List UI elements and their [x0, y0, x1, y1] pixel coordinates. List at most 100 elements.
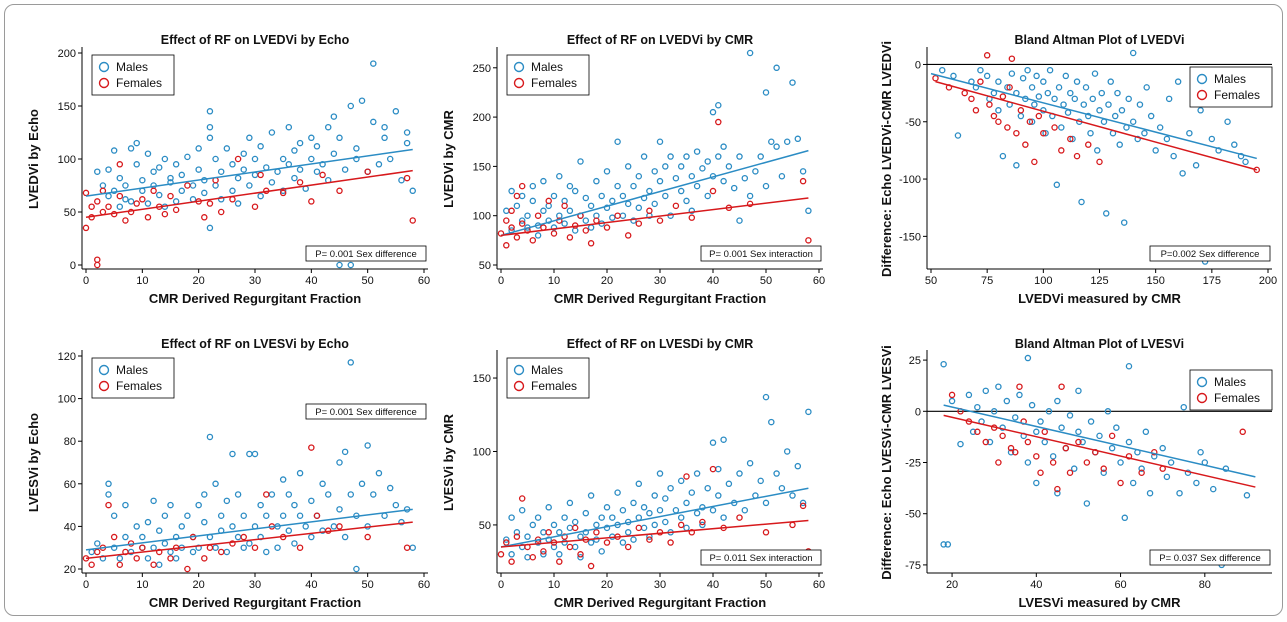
- male-data-point: [291, 501, 298, 509]
- male-data-point: [381, 512, 388, 520]
- male-data-point: [768, 138, 775, 145]
- male-data-point: [651, 492, 658, 499]
- x-tick-label: 40: [707, 579, 719, 591]
- male-data-point: [217, 168, 225, 175]
- male-data-point: [1054, 397, 1061, 405]
- male-data-point: [630, 217, 637, 224]
- female-data-point: [1017, 107, 1025, 114]
- male-data-point: [799, 499, 807, 507]
- male-data-point: [603, 504, 611, 511]
- female-data-point: [403, 174, 411, 182]
- male-data-point: [529, 182, 537, 190]
- female-data-point: [99, 208, 107, 216]
- legend-box: [91, 357, 175, 399]
- female-data-point: [1008, 55, 1016, 62]
- x-tick-label: 30: [654, 275, 666, 287]
- legend-marker: [98, 61, 110, 73]
- x-tick-label: 60: [418, 579, 430, 591]
- male-data-point: [1083, 500, 1091, 507]
- y-tick-label: 100: [473, 211, 491, 223]
- male-data-point: [1192, 162, 1200, 169]
- female-data-point: [409, 217, 416, 224]
- female-data-point: [319, 171, 326, 179]
- y-tick-label: 150: [473, 161, 491, 173]
- male-data-point: [1136, 101, 1144, 108]
- male-data-point: [540, 551, 547, 558]
- female-data-point: [508, 207, 515, 215]
- male-data-point: [508, 514, 515, 521]
- male-data-point: [1044, 89, 1052, 97]
- legend: Males Females: [91, 357, 175, 399]
- male-data-point: [715, 102, 722, 109]
- male-data-point: [201, 189, 208, 197]
- male-data-point: [709, 108, 717, 116]
- female-data-point: [614, 212, 621, 219]
- legend-label: Females: [1214, 88, 1260, 102]
- male-data-point: [336, 506, 343, 513]
- female-data-point: [556, 558, 563, 565]
- male-data-point: [624, 200, 632, 208]
- male-data-point: [178, 523, 186, 530]
- female-data-point: [709, 187, 717, 195]
- male-data-point: [167, 179, 174, 186]
- male-data-point: [1141, 129, 1148, 137]
- male-data-point: [1055, 84, 1063, 91]
- male-data-point: [403, 129, 411, 136]
- male-data-point: [518, 217, 526, 224]
- female-data-point: [161, 210, 169, 218]
- male-data-point: [206, 433, 214, 441]
- x-tick-label: 0: [83, 579, 89, 591]
- x-tick-label: 0: [498, 579, 504, 591]
- male-data-point: [1111, 112, 1119, 120]
- legend-box: [506, 357, 590, 399]
- y-tick-label: 20: [64, 564, 76, 576]
- female-data-point: [251, 203, 259, 210]
- male-data-point: [614, 489, 621, 496]
- male-data-point: [240, 166, 247, 173]
- male-data-point: [1012, 414, 1019, 421]
- male-data-point: [1152, 147, 1159, 154]
- male-data-point: [688, 207, 696, 215]
- male-data-point: [635, 514, 643, 521]
- male-data-point: [1142, 428, 1150, 436]
- male-data-point: [1118, 107, 1126, 114]
- female-data-point: [296, 544, 304, 551]
- male-data-point: [217, 196, 225, 203]
- male-data-point: [762, 393, 770, 401]
- female-data-point: [1117, 479, 1124, 487]
- male-data-point: [582, 529, 590, 536]
- male-data-point: [1209, 485, 1217, 493]
- male-data-point: [308, 155, 315, 163]
- female-data-point: [240, 533, 247, 541]
- female-data-point: [1239, 428, 1246, 436]
- legend: Males Females: [91, 54, 175, 96]
- male-data-point: [571, 518, 579, 526]
- male-data-point: [1114, 89, 1121, 97]
- male-data-point: [217, 512, 225, 520]
- male-data-point: [646, 509, 653, 517]
- male-data-point: [234, 533, 242, 541]
- female-data-point: [587, 562, 595, 570]
- male-data-point: [566, 524, 574, 532]
- p-value-annotation: P= 0.001 Sex difference: [305, 245, 427, 262]
- female-data-point: [94, 198, 101, 205]
- female-data-point: [624, 232, 632, 239]
- male-data-point: [1208, 135, 1216, 143]
- x-tick-label: 20: [946, 579, 958, 591]
- y-tick-label: 200: [58, 48, 76, 60]
- p-value-annotation: P= 0.011 Sex interaction: [700, 549, 822, 566]
- male-data-point: [1100, 469, 1107, 476]
- male-data-point: [99, 182, 107, 189]
- female-data-point: [296, 179, 304, 186]
- female-data-point: [364, 533, 371, 541]
- male-data-point: [358, 97, 366, 104]
- male-data-point: [730, 184, 738, 192]
- legend-label: Females: [531, 379, 577, 393]
- male-data-point: [1121, 514, 1129, 522]
- male-data-point: [577, 553, 584, 561]
- male-data-point: [144, 518, 152, 526]
- x-tick-label: 125: [1090, 275, 1108, 287]
- male-data-point: [1058, 424, 1065, 431]
- x-tick-label: 50: [760, 579, 772, 591]
- male-data-point: [251, 171, 259, 179]
